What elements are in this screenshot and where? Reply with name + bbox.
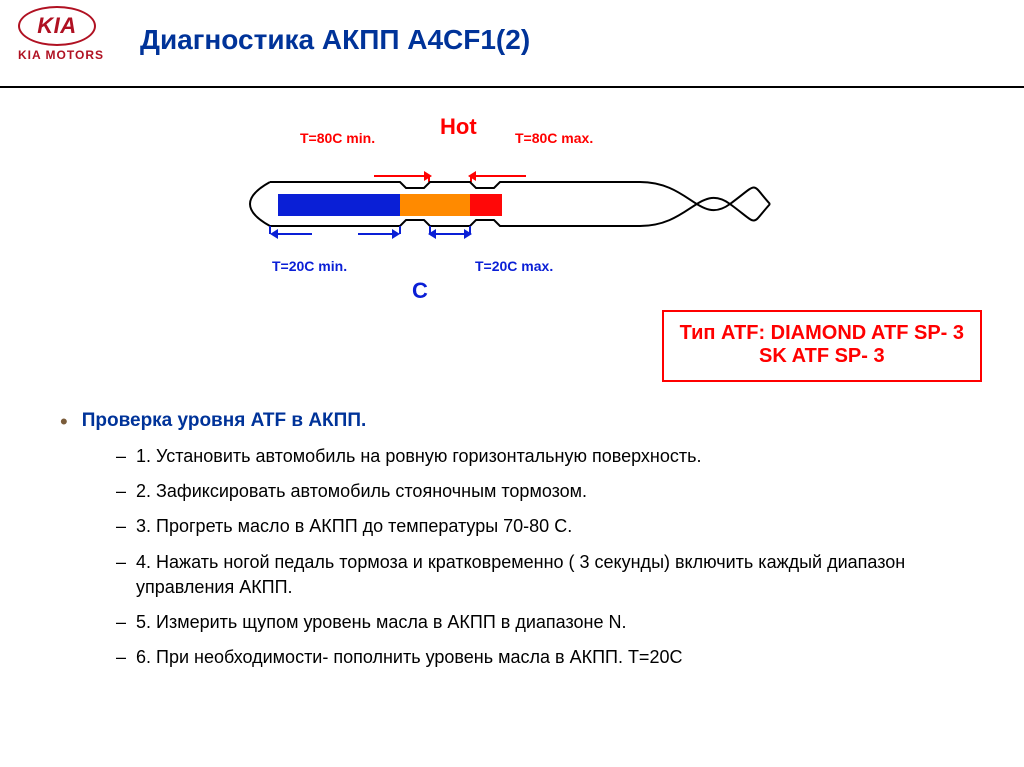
bullet-disc-icon: •: [60, 410, 68, 434]
c-label: C: [412, 278, 428, 304]
atf-type-box: Тип ATF: DIAMOND ATF SP- 3 SK ATF SP- 3: [662, 310, 982, 382]
dipstick-svg: [220, 160, 780, 250]
diagram-top-labels: Hot T=80C min. T=80C max.: [220, 120, 780, 160]
atf-line-1: Тип ATF: DIAMOND ATF SP- 3: [680, 322, 964, 345]
dash-icon: –: [116, 444, 126, 469]
steps-list: –1. Установить автомобиль на ровную гори…: [56, 444, 984, 670]
diagram-bottom-labels: T=20C min. T=20C max. C: [220, 250, 780, 300]
step-text: 6. При необходимости- пополнить уровень …: [136, 645, 682, 670]
t80c-max-label: T=80C max.: [515, 130, 593, 146]
dipstick-diagram: Hot T=80C min. T=80C max. T=20C min. T=2…: [220, 120, 780, 320]
kia-logo-oval: KIA: [18, 6, 96, 46]
step-text: 5. Измерить щупом уровень масла в АКПП в…: [136, 610, 626, 635]
dash-icon: –: [116, 645, 126, 670]
kia-logo-sub: KIA MOTORS: [18, 48, 104, 62]
step-text: 2. Зафиксировать автомобиль стояночным т…: [136, 479, 587, 504]
bullet-heading-row: • Проверка уровня ATF в АКПП.: [56, 410, 984, 434]
step-row: –2. Зафиксировать автомобиль стояночным …: [116, 479, 984, 504]
kia-logo: KIA KIA MOTORS: [18, 6, 104, 62]
step-row: –1. Установить автомобиль на ровную гори…: [116, 444, 984, 469]
dash-icon: –: [116, 514, 126, 539]
dash-icon: –: [116, 479, 126, 504]
t80c-min-label: T=80C min.: [300, 130, 375, 146]
hot-label: Hot: [440, 114, 477, 140]
dash-icon: –: [116, 550, 126, 575]
dash-icon: –: [116, 610, 126, 635]
step-row: –5. Измерить щупом уровень масла в АКПП …: [116, 610, 984, 635]
step-row: –6. При необходимости- пополнить уровень…: [116, 645, 984, 670]
step-text: 3. Прогреть масло в АКПП до температуры …: [136, 514, 572, 539]
t20c-max-label: T=20C max.: [475, 258, 553, 274]
page-title: Диагностика АКПП A4CF1(2): [140, 24, 530, 56]
step-row: –4. Нажать ногой педаль тормоза и кратко…: [116, 550, 984, 600]
step-text: 4. Нажать ногой педаль тормоза и кратков…: [136, 550, 976, 600]
step-text: 1. Установить автомобиль на ровную гориз…: [136, 444, 701, 469]
content-area: • Проверка уровня ATF в АКПП. –1. Устано…: [56, 410, 984, 670]
slide-header: KIA KIA MOTORS Диагностика АКПП A4CF1(2): [0, 0, 1024, 88]
t20c-min-label: T=20C min.: [272, 258, 347, 274]
atf-line-2: SK ATF SP- 3: [680, 345, 964, 368]
step-row: –3. Прогреть масло в АКПП до температуры…: [116, 514, 984, 539]
bullet-heading: Проверка уровня ATF в АКПП.: [82, 410, 367, 432]
